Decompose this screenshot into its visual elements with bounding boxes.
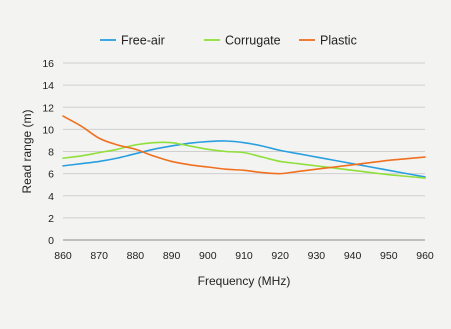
y-tick-label: 12 <box>42 102 54 114</box>
x-tick-label: 900 <box>199 250 217 262</box>
y-axis-label: Read range (m) <box>20 109 34 193</box>
y-tick-label: 10 <box>42 124 54 136</box>
legend-label-free-air: Free-air <box>121 34 165 48</box>
y-tick-label: 14 <box>42 80 54 92</box>
x-tick-label: 870 <box>90 250 108 262</box>
legend-label-corrugate: Corrugate <box>225 34 281 48</box>
legend-label-plastic: Plastic <box>320 34 357 48</box>
x-tick-label: 890 <box>163 250 181 262</box>
x-tick-label: 910 <box>235 250 253 262</box>
x-tick-label: 960 <box>416 250 434 262</box>
x-axis-label: Frequency (MHz) <box>198 274 291 288</box>
series-layer <box>62 115 426 179</box>
y-tick-label: 6 <box>48 169 54 181</box>
grid-layer <box>63 62 425 241</box>
y-tick-label: 4 <box>48 191 54 203</box>
series-line-plastic <box>62 115 426 175</box>
series-line-corrugate <box>62 141 426 179</box>
y-tick-label: 0 <box>48 235 54 247</box>
tick-layer: 0 2 4 6 8 10 12 14 16 860 870 880 890 900 910 920 930 940… <box>42 58 434 262</box>
legend: Free-air Corrugate Plastic <box>100 34 357 48</box>
y-tick-label: 8 <box>48 147 54 159</box>
x-tick-label: 880 <box>127 250 145 262</box>
y-tick-label: 2 <box>48 213 54 225</box>
y-tick-label: 16 <box>42 58 54 70</box>
x-tick-label: 920 <box>271 250 289 262</box>
series-line-free-air <box>62 140 426 178</box>
x-tick-label: 930 <box>308 250 326 262</box>
x-tick-label: 940 <box>344 250 362 262</box>
x-tick-label: 860 <box>54 250 72 262</box>
x-tick-label: 950 <box>380 250 398 262</box>
